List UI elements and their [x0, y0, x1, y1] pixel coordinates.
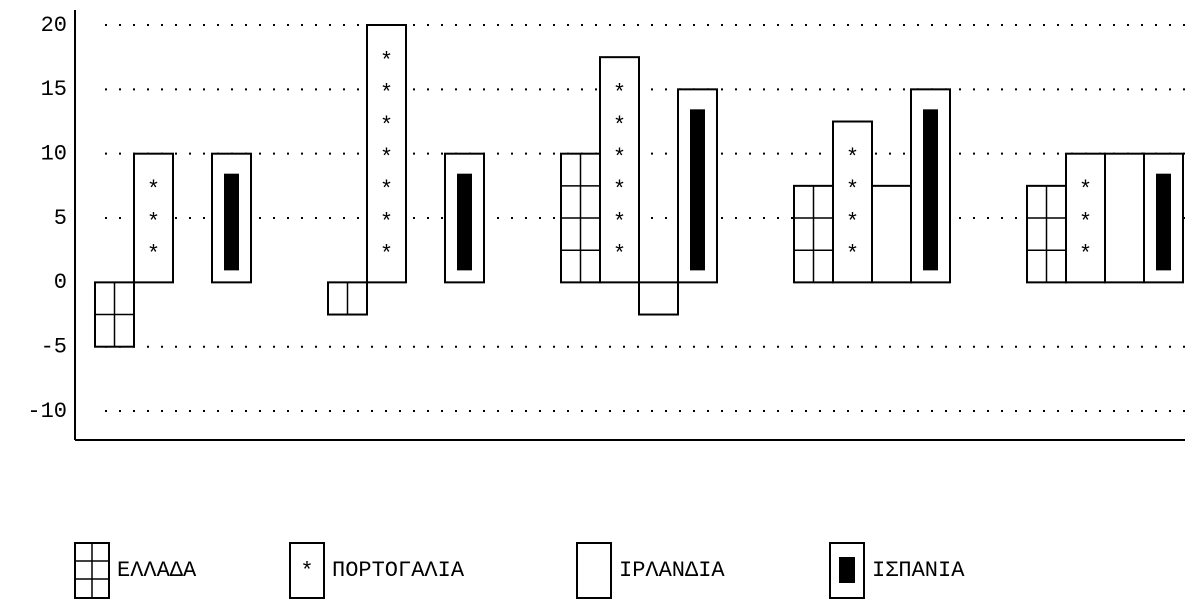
- pattern-star: *: [613, 145, 626, 170]
- legend-label: ΙΡΛΑΝΔΙΑ: [619, 558, 725, 583]
- y-tick-label: 10: [41, 141, 67, 166]
- pattern-star: *: [613, 210, 626, 235]
- y-tick-label: 15: [41, 77, 67, 102]
- pattern-fill: [1156, 173, 1171, 271]
- y-tick-label: -5: [41, 335, 67, 360]
- pattern-star: *: [147, 210, 160, 235]
- pattern-star: *: [380, 145, 393, 170]
- pattern-star: *: [380, 113, 393, 138]
- y-tick-label: 5: [54, 206, 67, 231]
- bar: [871, 184, 912, 284]
- pattern-fill: [224, 173, 239, 271]
- pattern-star: *: [380, 178, 393, 203]
- pattern-star: *: [147, 178, 160, 203]
- pattern-star: *: [613, 81, 626, 106]
- pattern-star: *: [300, 559, 313, 584]
- pattern-star: *: [613, 113, 626, 138]
- pattern-star: *: [1079, 178, 1092, 203]
- legend-label: ΕΛΛΑΔΑ: [117, 558, 197, 583]
- y-tick-label: -10: [27, 399, 67, 424]
- bar: [1104, 152, 1145, 284]
- pattern-star: *: [846, 210, 859, 235]
- pattern-star: *: [846, 178, 859, 203]
- legend-swatch: [576, 542, 612, 599]
- y-tick-label: 20: [41, 13, 67, 38]
- pattern-fill: [457, 173, 472, 271]
- legend-swatch: [289, 542, 325, 599]
- pattern-fill: [690, 109, 705, 271]
- pattern-star: *: [613, 242, 626, 267]
- pattern-star: *: [846, 242, 859, 267]
- bar: [638, 281, 679, 316]
- pattern-star: *: [846, 145, 859, 170]
- pattern-star: *: [147, 242, 160, 267]
- pattern-star: *: [380, 81, 393, 106]
- pattern-star: *: [380, 242, 393, 267]
- pattern-fill: [923, 109, 938, 271]
- pattern-star: *: [380, 210, 393, 235]
- pattern-star: *: [380, 49, 393, 74]
- pattern-star: *: [613, 178, 626, 203]
- bar: [832, 120, 873, 284]
- pattern-star: *: [1079, 242, 1092, 267]
- bar: [133, 152, 174, 284]
- bar: [366, 24, 407, 284]
- legend-label: ΠΟΡΤΟΓΑΛΙΑ: [332, 558, 465, 583]
- legend-label: ΙΣΠΑΝΙΑ: [872, 558, 965, 583]
- bar: [599, 56, 640, 284]
- pattern-fill: [839, 557, 855, 583]
- pattern-star: *: [1079, 210, 1092, 235]
- y-tick-label: 0: [54, 270, 67, 295]
